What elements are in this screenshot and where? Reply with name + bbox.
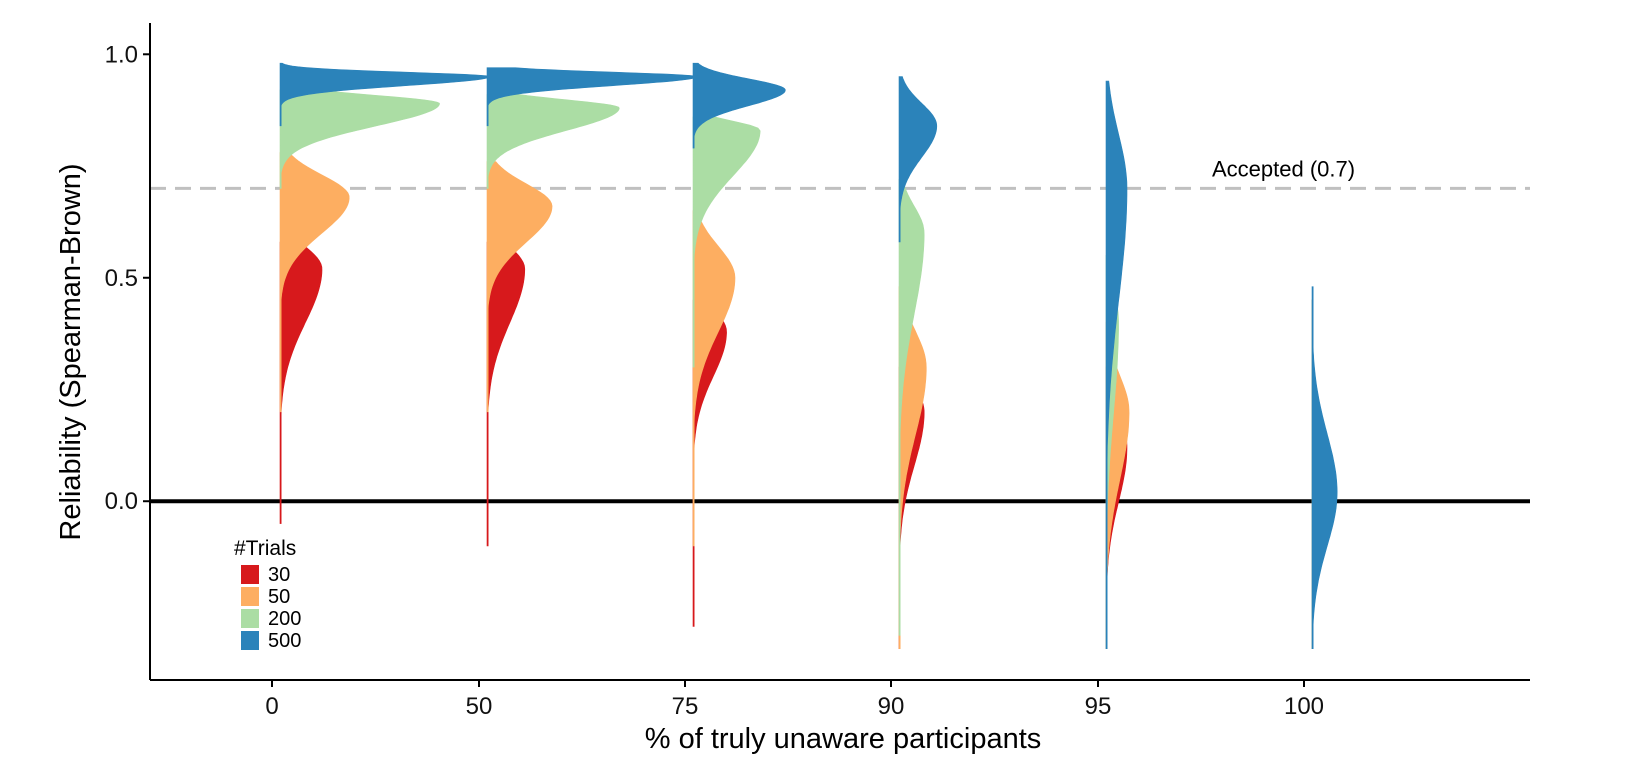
legend-label-30: 30 (268, 564, 290, 586)
violin-plots (279, 62, 1338, 649)
x-tick-label: 90 (878, 693, 905, 720)
violin-trials-500-cat-0 (279, 62, 491, 127)
violin-trials-500-cat-75 (692, 62, 786, 149)
y-axis-title: Reliability (Spearman-Brown) (55, 163, 87, 540)
violin-trials-50-cat-75 (692, 210, 736, 547)
accepted-threshold-label: Accepted (0.7) (1212, 156, 1355, 181)
violin-trials-30-cat-50 (486, 241, 526, 547)
x-axis-title: % of truly unaware participants (645, 723, 1042, 755)
y-tick-label: 0.0 (105, 488, 138, 515)
legend-swatch-200 (241, 609, 259, 628)
violin-trials-200-cat-90 (898, 179, 925, 636)
x-tick-label: 75 (672, 693, 699, 720)
violin-trials-30-cat-0 (279, 241, 323, 524)
x-tick-label: 50 (466, 693, 493, 720)
violin-trials-50-cat-50 (486, 161, 553, 413)
violin-trials-500-cat-90 (898, 76, 938, 243)
reference-lines (150, 186, 1530, 504)
legend-swatch-50 (241, 587, 259, 606)
violin-trials-200-cat-0 (279, 89, 440, 189)
x-tick-label: 95 (1085, 693, 1112, 720)
legend-swatch-30 (241, 565, 259, 584)
legend-swatch-500 (241, 631, 259, 650)
x-tick-label: 0 (265, 693, 278, 720)
legend-title: #Trials (234, 537, 296, 560)
y-tick-label: 1.0 (105, 41, 138, 68)
violin-trials-500-cat-95 (1105, 80, 1128, 649)
y-axis-ticks: 0.0 0.5 1.0 (105, 41, 150, 515)
legend-label-50: 50 (268, 586, 290, 608)
x-tick-label: 100 (1284, 693, 1324, 720)
legend-label-200: 200 (268, 608, 301, 630)
violin-trials-200-cat-50 (486, 94, 620, 189)
violin-trials-500-cat-100 (1311, 286, 1338, 649)
violin-trials-50-cat-0 (279, 152, 350, 413)
legend-label-500: 500 (268, 630, 301, 652)
violin-trials-200-cat-75 (692, 116, 761, 368)
y-tick-label: 0.5 (105, 265, 138, 292)
x-axis-ticks: 0 50 75 90 95 100 (265, 680, 1324, 720)
